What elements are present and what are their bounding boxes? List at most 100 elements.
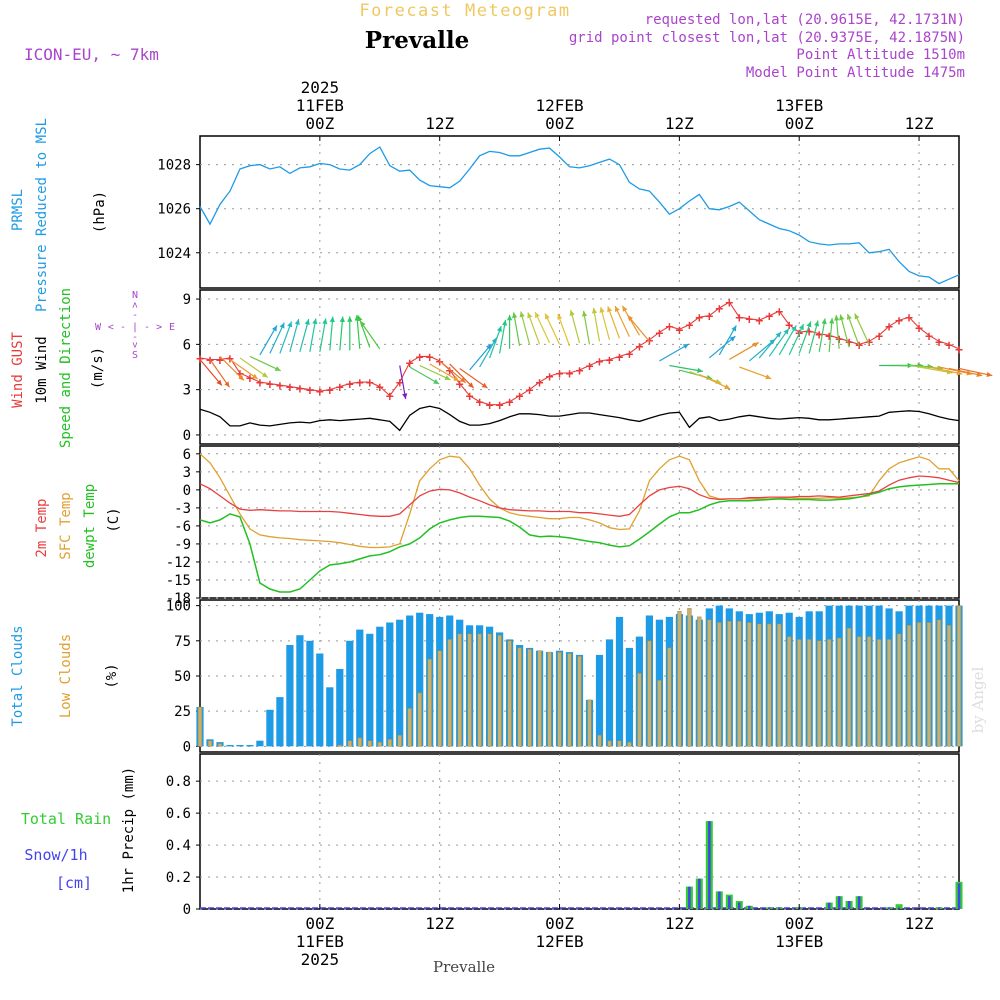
total-cloud-bar [605, 639, 614, 747]
wind-arrow-head [806, 321, 812, 328]
compass-north: N [132, 290, 138, 301]
wind-arrow-head [216, 379, 222, 386]
wind-arrow-head [357, 315, 363, 322]
gust-marker: + [655, 326, 663, 341]
wind-arrow [798, 321, 812, 354]
low-cloud-bar [347, 740, 352, 747]
gust-marker: + [546, 370, 554, 385]
wind-arrow [209, 359, 230, 388]
rain-bar [895, 904, 903, 909]
gust-marker: + [805, 325, 813, 340]
wind-arrow [621, 305, 640, 336]
low-cloud-bar [207, 740, 213, 747]
wind-arrow-head [496, 326, 502, 332]
precip-axis-labels: Total Rain Snow/1h [cm] 1hr Precip (mm) [21, 767, 137, 893]
gust-marker: + [735, 311, 743, 326]
low-cloud-bar [427, 658, 432, 747]
wind-arrow-head [512, 312, 518, 319]
wind-arrow-head [854, 313, 860, 320]
wind-arrow-head [519, 311, 525, 318]
total-cloud-bar [336, 669, 344, 747]
compass-west: W [95, 322, 102, 333]
total-cloud-bar [386, 622, 394, 747]
ytick-label-precip: 0 [183, 902, 191, 918]
ytick-label-clouds: 50 [174, 669, 191, 685]
total-cloud-bar [595, 654, 604, 747]
wind-arrow [607, 306, 621, 339]
wind-arrow [778, 325, 797, 356]
axis-label-direction: Speed and Direction [58, 288, 74, 448]
wind-arrow [319, 318, 327, 353]
wind-arrow-head [272, 325, 277, 332]
compass-east: E [169, 322, 175, 333]
gust-marker: + [755, 314, 763, 329]
wind-arrow [356, 314, 361, 349]
total-cloud-bar [286, 645, 294, 747]
wind-arrow-head [433, 379, 440, 384]
ytick-label-temperature: 6 [183, 447, 191, 463]
wind-arrow-head [752, 342, 759, 348]
wind-arrow [259, 325, 278, 356]
low-cloud-bar [936, 619, 942, 747]
wind-arrow-head [591, 307, 598, 314]
axis-label-pressure: Pressure Reduced to MSL [34, 118, 50, 312]
low-cloud-bar [527, 649, 532, 747]
axis-unit-pct: (%) [104, 663, 120, 688]
wind-arrow [928, 366, 963, 375]
wind-arrow-head [798, 324, 804, 331]
wind-arrow [229, 358, 259, 380]
gust-marker: + [436, 355, 444, 370]
low-cloud-bar [477, 633, 482, 747]
gust-marker: + [216, 353, 224, 368]
gust-marker: + [825, 329, 833, 344]
low-cloud-bar [797, 639, 802, 747]
wind-arrow-head [976, 371, 983, 377]
gust-marker: + [895, 314, 903, 329]
gust-marker: + [596, 355, 604, 370]
ytick-label-clouds: 0 [183, 739, 191, 755]
gust-marker: + [266, 378, 274, 393]
wind-arrow-head [444, 375, 451, 380]
wind-arrow [788, 323, 805, 356]
time-label-bottom: 13FEB [775, 932, 823, 951]
wind-arrow-head [582, 310, 588, 317]
time-label-bottom: 12Z [905, 914, 934, 933]
low-cloud-bar [787, 636, 792, 747]
gust-marker: + [626, 347, 634, 362]
low-cloud-bar [946, 625, 952, 747]
low-cloud-bar [367, 740, 372, 747]
wind-arrow [449, 363, 475, 389]
compass-glyph: - [132, 332, 138, 343]
wind-arrow [627, 314, 650, 342]
snow-bar [708, 821, 711, 909]
gust-marker: + [865, 335, 873, 350]
wind-arrow [239, 357, 269, 378]
ytick-label-wind: 6 [183, 337, 191, 353]
wind-arrow-head [783, 328, 789, 335]
gust-marker: + [586, 359, 594, 374]
snow-bar [887, 907, 891, 909]
axis-label-total-clouds: Total Clouds [10, 625, 26, 726]
temp-2m-line [199, 475, 960, 517]
gust-marker: + [835, 332, 843, 347]
low-cloud-bar [567, 653, 572, 747]
gust-marker: + [486, 399, 494, 414]
gust-marker: + [945, 338, 953, 353]
wind-arrow-head [402, 393, 408, 399]
ytick-label-temperature: 3 [183, 465, 191, 481]
axis-label-prmsl: PRMSL [10, 189, 26, 231]
wind-arrow [534, 311, 551, 344]
low-cloud-bar [437, 650, 442, 747]
ytick-label-wind: 3 [183, 383, 191, 399]
wind-arrow-head [775, 331, 782, 338]
low-cloud-bar [707, 619, 712, 747]
gust-line [199, 301, 960, 406]
wind-arrow [479, 337, 498, 368]
wind-arrow-head [697, 367, 703, 373]
wind-arrow [399, 365, 407, 400]
wind-arrow-head [607, 306, 613, 313]
low-cloud-bar [687, 608, 692, 747]
total-cloud-bar [346, 640, 354, 747]
